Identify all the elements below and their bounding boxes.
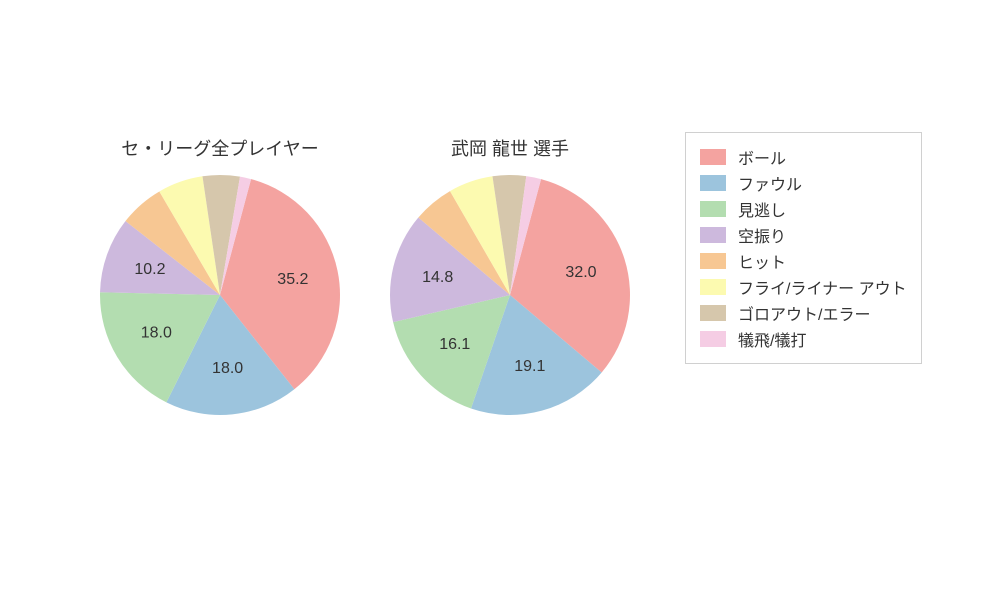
slice-label-foul: 18.0	[212, 360, 243, 377]
legend-label-look: 見逃し	[738, 197, 786, 221]
slice-label-ball: 35.2	[277, 271, 308, 288]
chart-container: セ・リーグ全プレイヤー 35.2 18.0 18.0 10.2 武岡 龍世 選手 32…	[0, 0, 1000, 600]
legend-swatch-ball	[700, 149, 726, 165]
slice-label-foul: 19.1	[514, 358, 545, 375]
legend-item-fly: フライ/ライナー アウト	[700, 275, 907, 299]
legend-item-hit: ヒット	[700, 249, 907, 273]
legend: ボールファウル見逃し空振りヒットフライ/ライナー アウトゴロアウト/エラー犠飛/…	[685, 132, 922, 364]
legend-swatch-foul	[700, 175, 726, 191]
legend-item-look: 見逃し	[700, 197, 907, 221]
pie-player: 32.0 19.1 16.1 14.8	[380, 165, 640, 425]
legend-swatch-sac	[700, 331, 726, 347]
slice-label-swing: 10.2	[134, 261, 165, 278]
slice-label-look: 18.0	[141, 325, 172, 342]
pie-player-title: 武岡 龍世 選手	[451, 135, 569, 161]
pie-league-title: セ・リーグ全プレイヤー	[121, 135, 318, 161]
legend-label-ground: ゴロアウト/エラー	[738, 301, 870, 325]
legend-label-foul: ファウル	[738, 171, 802, 195]
pie-league: 35.2 18.0 18.0 10.2	[90, 165, 350, 425]
legend-item-swing: 空振り	[700, 223, 907, 247]
legend-label-swing: 空振り	[738, 223, 786, 247]
legend-item-sac: 犠飛/犠打	[700, 327, 907, 351]
legend-label-fly: フライ/ライナー アウト	[738, 275, 907, 299]
slice-label-swing: 14.8	[422, 269, 453, 286]
legend-item-foul: ファウル	[700, 171, 907, 195]
slice-label-look: 16.1	[439, 336, 470, 353]
legend-swatch-hit	[700, 253, 726, 269]
legend-swatch-fly	[700, 279, 726, 295]
legend-swatch-ground	[700, 305, 726, 321]
legend-label-ball: ボール	[738, 145, 786, 169]
legend-item-ground: ゴロアウト/エラー	[700, 301, 907, 325]
slice-label-ball: 32.0	[565, 264, 596, 281]
legend-label-sac: 犠飛/犠打	[738, 327, 806, 351]
legend-swatch-look	[700, 201, 726, 217]
legend-label-hit: ヒット	[738, 249, 786, 273]
legend-swatch-swing	[700, 227, 726, 243]
legend-item-ball: ボール	[700, 145, 907, 169]
